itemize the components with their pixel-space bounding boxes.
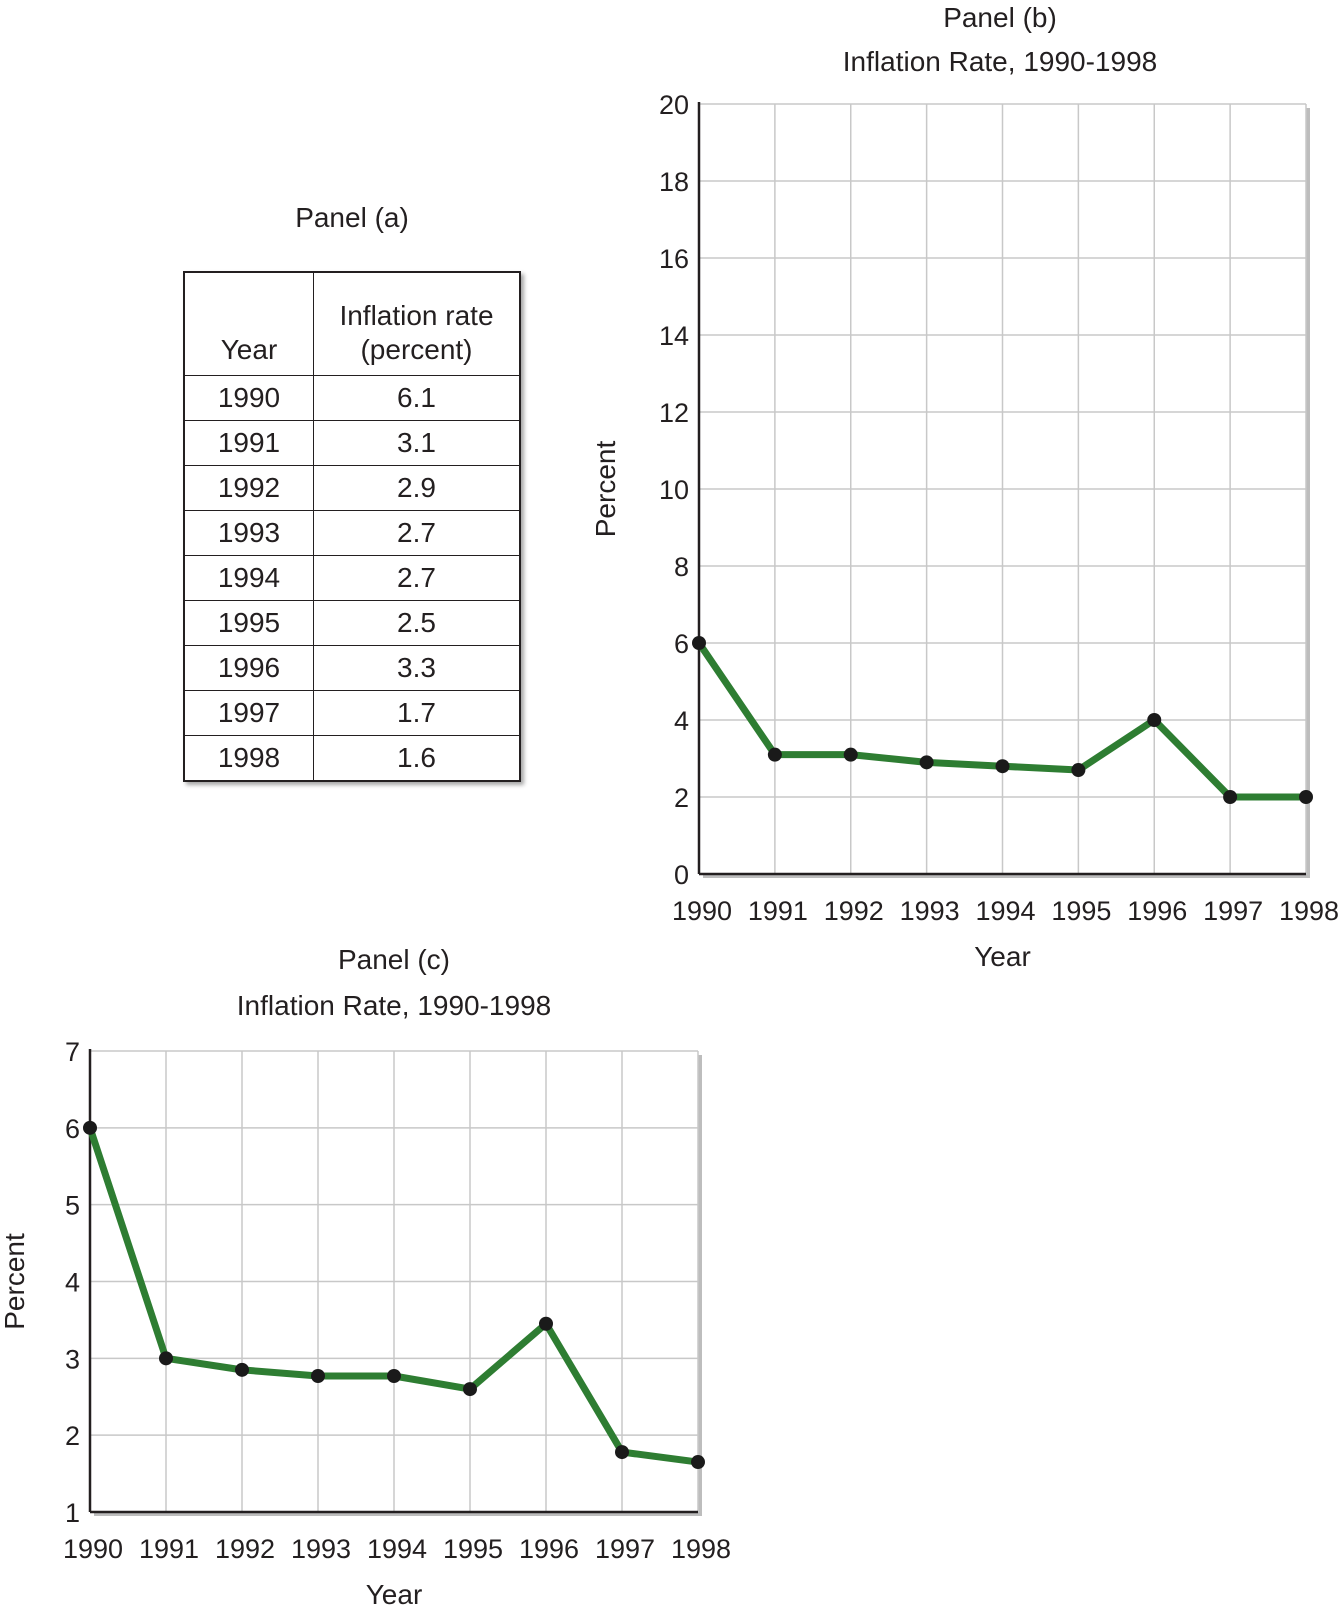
panel-c-label: Panel (c) (337, 944, 451, 975)
chart-b-y-tick-label: 2 (674, 783, 689, 813)
chart-b-x-tick-label: 1994 (975, 896, 1035, 926)
chart-c-y-tick-label: 4 (65, 1268, 80, 1298)
table-row: 1995 2.5 (183, 600, 521, 646)
chart-b-data-point (692, 636, 706, 650)
table-row: 1993 2.7 (183, 510, 521, 556)
chart-b-y-tick-label: 4 (674, 706, 689, 736)
chart-b-data-point (1071, 763, 1086, 778)
chart-b-y-axis-title: Percent (590, 441, 621, 538)
chart-c-x-tick-label: 1994 (367, 1534, 427, 1564)
table-cell-rate: 2.5 (313, 600, 521, 646)
chart-b-data-point (995, 759, 1010, 774)
chart-b-x-tick-label: 1998 (1279, 896, 1339, 926)
chart-c-data-point (615, 1445, 629, 1460)
chart-b-y-tick-label: 6 (674, 629, 689, 659)
panel-a-title: Panel (a) (295, 202, 409, 233)
chart-c-y-tick-label: 7 (65, 1037, 80, 1067)
chart-b-y-tick-label: 18 (659, 167, 689, 197)
chart-c-x-tick-label: 1990 (63, 1534, 123, 1564)
table-cell-year: 1991 (183, 420, 314, 466)
chart-b-data-point (1223, 790, 1238, 804)
chart-b-y-tick-label: 12 (659, 398, 689, 428)
chart-b-x-tick-label: 1991 (748, 896, 808, 926)
chart-b-y-tick-label: 14 (659, 321, 689, 351)
chart-b-data-point (1299, 790, 1313, 804)
chart-b-x-tick-label: 1997 (1203, 896, 1263, 926)
table-cell-year: 1998 (183, 735, 314, 782)
chart-b-x-tick-label: 1992 (824, 896, 884, 926)
chart-c-x-tick-label: 1998 (671, 1534, 731, 1564)
table-row: 1994 2.7 (183, 555, 521, 601)
chart-c-y-tick-label: 2 (65, 1421, 80, 1451)
chart-c-data-point (387, 1369, 401, 1384)
chart-c-x-tick-label: 1991 (139, 1534, 199, 1564)
chart-c-data-point (83, 1120, 97, 1135)
table-row: 1996 3.3 (183, 645, 521, 691)
table-cell-year: 1992 (183, 465, 314, 511)
chart-c-data-point (159, 1351, 173, 1366)
chart-c-data-point (235, 1362, 249, 1377)
chart-b-y-tick-label: 10 (659, 475, 689, 505)
chart-c-y-tick-label: 1 (65, 1498, 80, 1528)
inflation-table: Year Inflation rate (percent) 1990 6.1 199… (183, 271, 521, 782)
chart-c-x-tick-label: 1996 (519, 1534, 579, 1564)
chart-b-data-point (919, 755, 934, 770)
chart-c-y-tick-label: 6 (65, 1114, 80, 1144)
table-cell-rate: 1.7 (313, 690, 521, 736)
chart-c-x-tick-label: 1993 (291, 1534, 351, 1564)
chart-c-data-point (539, 1316, 553, 1331)
header-rate-line2: (percent) (360, 334, 473, 365)
panel-b-label: Panel (b) (943, 2, 1057, 33)
table-cell-rate: 2.7 (313, 510, 521, 556)
table-cell-rate: 3.3 (313, 645, 521, 691)
chart-b-data-point (1147, 713, 1162, 727)
table-cell-year: 1994 (183, 555, 314, 601)
chart-c-data-point (463, 1382, 477, 1397)
table-row: 1997 1.7 (183, 690, 521, 736)
table-cell-year: 1996 (183, 645, 314, 691)
chart-b-y-tick-label: 0 (674, 860, 689, 890)
chart-b-data-point (767, 747, 782, 762)
chart-c-x-tick-label: 1992 (215, 1534, 275, 1564)
table-row: 1992 2.9 (183, 465, 521, 511)
chart-b-x-tick-label: 1996 (1127, 896, 1187, 926)
chart-b-y-tick-label: 8 (674, 552, 689, 582)
chart-b-data-point (843, 747, 858, 762)
chart-c-data-point (691, 1455, 705, 1470)
chart-c-y-axis-title: Percent (0, 1233, 30, 1330)
chart-c-x-axis-title: Year (366, 1579, 423, 1610)
panel-b-title: Inflation Rate, 1990-1998 (842, 46, 1158, 77)
table-cell-year: 1997 (183, 690, 314, 736)
chart-b-x-tick-label: 1990 (672, 896, 732, 926)
table-row: 1998 1.6 (183, 735, 521, 782)
chart-c-x-tick-label: 1995 (443, 1534, 503, 1564)
table-cell-year: 1993 (183, 510, 314, 556)
chart-b-x-tick-label: 1995 (1051, 896, 1111, 926)
table-cell-rate: 1.6 (313, 735, 521, 782)
chart-b-y-tick-label: 20 (659, 90, 689, 120)
chart-b-x-tick-label: 1993 (900, 896, 960, 926)
header-rate-line1: Inflation rate (339, 300, 494, 331)
panel-c-title: Inflation Rate, 1990-1998 (236, 990, 552, 1021)
chart-b-x-axis-title: Year (974, 941, 1031, 972)
chart-b-y-tick-label: 16 (659, 244, 689, 274)
chart-c-y-tick-label: 3 (65, 1344, 80, 1374)
chart-c-x-tick-label: 1997 (595, 1534, 655, 1564)
chart-c-y-tick-label: 5 (65, 1191, 80, 1221)
chart-c-data-point (311, 1369, 325, 1384)
